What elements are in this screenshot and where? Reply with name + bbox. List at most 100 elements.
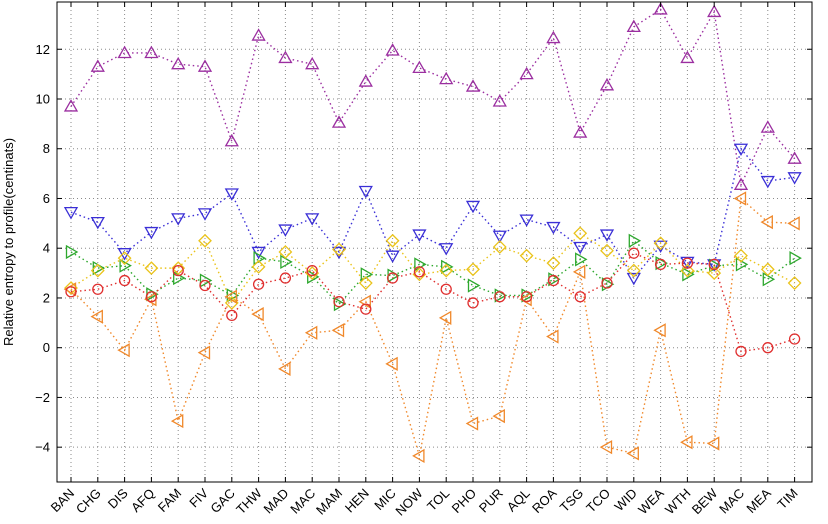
data-point — [733, 191, 747, 206]
x-tick-label: BAN — [48, 486, 78, 516]
x-tick-label: BEW — [689, 485, 721, 517]
data-point — [385, 250, 400, 263]
data-point — [760, 175, 775, 189]
data-point — [680, 435, 693, 450]
data-point — [65, 244, 79, 260]
y-tick-label: 6 — [43, 191, 50, 206]
data-point — [172, 264, 184, 277]
data-point — [226, 309, 238, 322]
data-point — [251, 28, 266, 41]
data-point — [465, 79, 481, 92]
data-point — [466, 262, 480, 277]
data-point — [224, 289, 237, 304]
data-point — [251, 307, 264, 322]
data-point — [332, 242, 346, 257]
data-point — [760, 262, 775, 277]
x-tick-label: DIS — [105, 485, 131, 511]
series-line-1 — [70, 147, 795, 280]
y-axis-label: Relative entropy to profile(centinats) — [1, 138, 16, 346]
data-point — [305, 56, 320, 70]
data-point — [438, 310, 452, 325]
series-line-5 — [70, 252, 795, 353]
data-point — [626, 446, 639, 461]
data-point — [706, 436, 720, 451]
data-point — [439, 71, 454, 85]
x-tick-label: NOW — [392, 485, 426, 519]
data-point — [626, 263, 641, 278]
data-point — [279, 272, 292, 284]
data-point — [680, 256, 695, 270]
data-point — [252, 278, 265, 290]
data-point — [467, 278, 481, 293]
data-point — [626, 19, 641, 33]
data-point — [760, 214, 773, 230]
data-point — [573, 241, 588, 255]
data-point — [682, 267, 695, 282]
data-point — [680, 263, 695, 278]
grid-lines — [57, 2, 812, 482]
data-point — [144, 226, 159, 240]
data-point — [520, 291, 533, 303]
x-tick-label: ROA — [529, 485, 560, 516]
data-point — [280, 254, 293, 270]
data-point — [145, 291, 158, 303]
data-point — [92, 283, 104, 295]
data-point — [197, 345, 211, 360]
data-point — [708, 258, 720, 271]
data-point — [787, 172, 802, 185]
data-point — [600, 243, 614, 258]
data-point — [385, 356, 398, 371]
data-point — [117, 45, 132, 59]
x-tick-label: MAD — [260, 486, 291, 517]
data-point — [519, 248, 534, 263]
data-point — [653, 323, 666, 338]
data-point — [63, 99, 79, 112]
y-tick-label: 4 — [43, 241, 50, 256]
data-point — [197, 208, 213, 221]
data-point — [65, 286, 77, 298]
data-point — [412, 60, 427, 74]
y-ticks: −4 −2 0 2 4 6 8 10 12 — [35, 42, 812, 455]
data-point — [654, 258, 667, 271]
y-tick-label: 2 — [43, 290, 50, 305]
y-tick-label: −4 — [35, 440, 50, 455]
data-point — [90, 59, 105, 72]
x-tick-label: HEN — [342, 486, 372, 516]
data-point — [117, 248, 132, 261]
y-tick-label: 10 — [36, 91, 50, 106]
data-point — [653, 2, 668, 15]
data-point — [331, 115, 347, 128]
data-point — [546, 30, 561, 44]
x-tick-label: AQL — [504, 486, 533, 515]
data-point — [572, 264, 586, 279]
data-point — [304, 325, 318, 340]
data-point — [492, 240, 507, 254]
data-point — [224, 188, 239, 201]
x-tick-label: FAM — [155, 486, 185, 516]
data-point — [385, 43, 400, 56]
x-tick-label: WEA — [635, 485, 667, 517]
data-point — [360, 303, 372, 315]
data-point — [441, 259, 454, 274]
data-point — [118, 274, 131, 287]
data-point — [412, 267, 427, 282]
data-point — [144, 45, 159, 59]
data-point — [575, 252, 588, 267]
data-point — [599, 229, 615, 242]
x-tick-label: WID — [611, 486, 639, 514]
data-point — [735, 345, 747, 358]
data-point — [305, 213, 320, 226]
data-point — [599, 440, 613, 455]
x-tick-label: MAC — [716, 486, 747, 517]
data-point — [199, 273, 213, 288]
data-point — [626, 272, 641, 286]
data-point — [546, 256, 561, 271]
data-point — [333, 296, 345, 308]
data-point — [707, 266, 722, 281]
data-point — [251, 259, 266, 274]
data-point — [306, 264, 318, 277]
data-point — [170, 413, 184, 429]
data-point — [171, 261, 186, 276]
data-point — [307, 269, 320, 284]
x-tick-label: WTH — [662, 486, 694, 518]
